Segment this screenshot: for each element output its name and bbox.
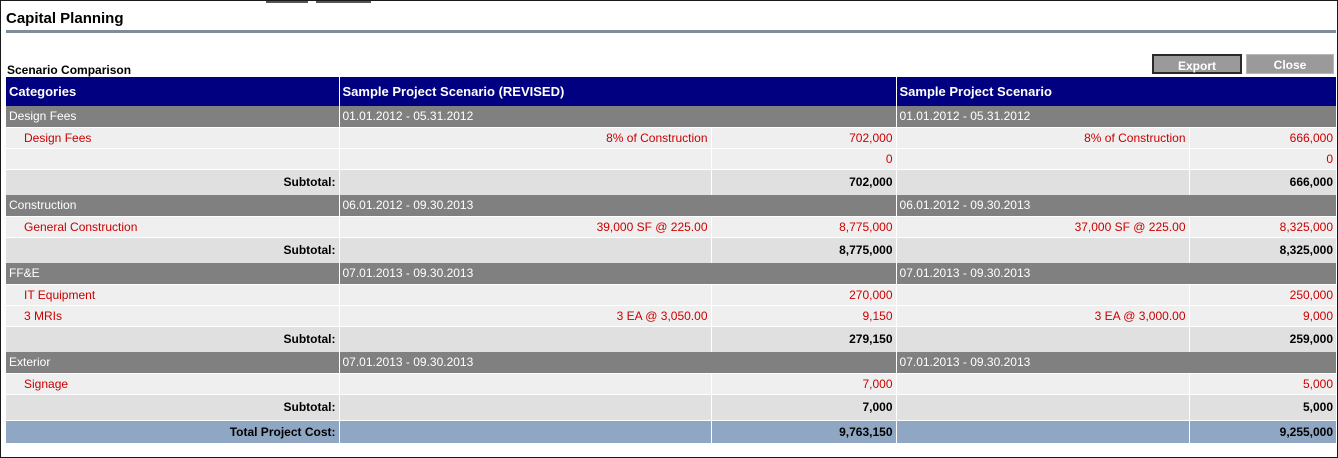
line-item-amount-scenario-revised: 0: [710, 147, 897, 169]
line-item-amount-scenario-revised: 9,150: [710, 304, 897, 326]
total-amount-scenario: 9,255,000: [1188, 419, 1337, 443]
section-title: Scenario Comparison: [7, 63, 132, 77]
subtotal-row: Subtotal: 702,000 666,000: [6, 168, 1337, 195]
category-dates-scenario: 06.01.2012 - 09.30.2013: [895, 195, 1337, 216]
table-body: Design Fees 01.01.2012 - 05.31.2012 01.01.…: [6, 106, 1337, 443]
line-item-name: IT Equipment: [6, 283, 339, 305]
line-item-basis-scenario: [895, 283, 1190, 305]
line-item-basis-scenario-revised: [338, 372, 711, 394]
subtotal-label: Subtotal:: [6, 236, 339, 263]
category-dates-scenario-revised: 07.01.2013 - 09.30.2013: [338, 263, 897, 284]
subtotal-amount-scenario-revised: 8,775,000: [710, 236, 897, 263]
total-spacer: [338, 419, 711, 443]
subtotal-amount-scenario: 666,000: [1188, 168, 1337, 195]
category-row: Exterior 07.01.2013 - 09.30.2013 07.01.201…: [6, 352, 1337, 373]
line-item-name: [6, 147, 339, 169]
subtotal-spacer: [895, 393, 1190, 420]
line-item-amount-scenario: 250,000: [1188, 283, 1337, 305]
category-dates-scenario: 01.01.2012 - 05.31.2012: [895, 106, 1337, 127]
category-dates-scenario-revised: 01.01.2012 - 05.31.2012: [338, 106, 897, 127]
line-item-basis-scenario: 3 EA @ 3,000.00: [895, 304, 1190, 326]
category-name: Design Fees: [6, 106, 339, 127]
line-item-basis-scenario-revised: 8% of Construction: [338, 126, 711, 148]
line-item-name: Design Fees: [6, 126, 339, 148]
category-name: FF&E: [6, 263, 339, 284]
line-item-basis-scenario: [895, 372, 1190, 394]
subtotal-label: Subtotal:: [6, 393, 339, 420]
category-row: FF&E 07.01.2013 - 09.30.2013 07.01.2013 - …: [6, 263, 1337, 284]
subtotal-spacer: [338, 236, 711, 263]
subtotal-spacer: [895, 325, 1190, 352]
category-name: Construction: [6, 195, 339, 216]
category-dates-scenario: 07.01.2013 - 09.30.2013: [895, 263, 1337, 284]
line-item-name: Signage: [6, 372, 339, 394]
line-item-amount-scenario-revised: 702,000: [710, 126, 897, 148]
subtotal-amount-scenario-revised: 7,000: [710, 393, 897, 420]
category-dates-scenario-revised: 06.01.2012 - 09.30.2013: [338, 195, 897, 216]
line-item-basis-scenario-revised: [338, 147, 711, 169]
column-header-scenario-revised: Sample Project Scenario (REVISED): [338, 77, 897, 106]
line-item-row: 3 MRIs 3 EA @ 3,050.00 9,150 3 EA @ 3,000.0…: [6, 304, 1337, 326]
line-item-amount-scenario-revised: 7,000: [710, 372, 897, 394]
subtotal-amount-scenario: 5,000: [1188, 393, 1337, 420]
line-item-amount-scenario: 9,000: [1188, 304, 1337, 326]
total-row: Total Project Cost: 9,763,150 9,255,000: [6, 419, 1337, 443]
column-header-scenario: Sample Project Scenario: [895, 77, 1337, 106]
line-item-amount-scenario: 5,000: [1188, 372, 1337, 394]
comparison-table: Categories Sample Project Scenario (REVI…: [6, 77, 1337, 443]
subtotal-amount-scenario: 259,000: [1188, 325, 1337, 352]
line-item-row: General Construction 39,000 SF @ 225.00 8,…: [6, 215, 1337, 237]
category-row: Design Fees 01.01.2012 - 05.31.2012 01.01.…: [6, 106, 1337, 127]
subtotal-label: Subtotal:: [6, 325, 339, 352]
subtotal-row: Subtotal: 7,000 5,000: [6, 393, 1337, 420]
line-item-row: Design Fees 8% of Construction 702,000 8% o…: [6, 126, 1337, 148]
line-item-amount-scenario: 0: [1188, 147, 1337, 169]
subtotal-amount-scenario-revised: 702,000: [710, 168, 897, 195]
table-header-row: Categories Sample Project Scenario (REVI…: [6, 77, 1337, 106]
category-row: Construction 06.01.2012 - 09.30.2013 06.01…: [6, 195, 1337, 216]
category-dates-scenario-revised: 07.01.2013 - 09.30.2013: [338, 352, 897, 373]
column-header-categories: Categories: [6, 77, 339, 106]
line-item-amount-scenario-revised: 270,000: [710, 283, 897, 305]
subtotal-label: Subtotal:: [6, 168, 339, 195]
subtotal-amount-scenario: 8,325,000: [1188, 236, 1337, 263]
subtotal-row: Subtotal: 8,775,000 8,325,000: [6, 236, 1337, 263]
line-item-name: 3 MRIs: [6, 304, 339, 326]
total-spacer: [895, 419, 1190, 443]
category-dates-scenario: 07.01.2013 - 09.30.2013: [895, 352, 1337, 373]
subtotal-spacer: [895, 168, 1190, 195]
total-amount-scenario-revised: 9,763,150: [710, 419, 897, 443]
total-label: Total Project Cost:: [6, 419, 339, 443]
line-item-basis-scenario-revised: 3 EA @ 3,050.00: [338, 304, 711, 326]
line-item-basis-scenario: 8% of Construction: [895, 126, 1190, 148]
line-item-basis-scenario: 37,000 SF @ 225.00: [895, 215, 1190, 237]
export-button[interactable]: Export: [1152, 54, 1242, 74]
title-divider: [6, 30, 1336, 33]
subtotal-spacer: [338, 325, 711, 352]
line-item-amount-scenario: 666,000: [1188, 126, 1337, 148]
line-item-amount-scenario: 8,325,000: [1188, 215, 1337, 237]
subtotal-amount-scenario-revised: 279,150: [710, 325, 897, 352]
line-item-basis-scenario: [895, 147, 1190, 169]
line-item-name: General Construction: [6, 215, 339, 237]
line-item-basis-scenario-revised: [338, 283, 711, 305]
line-item-row: Signage 7,000 5,000: [6, 372, 1337, 394]
top-tab-marker: [266, 1, 308, 3]
line-item-amount-scenario-revised: 8,775,000: [710, 215, 897, 237]
subtotal-spacer: [338, 393, 711, 420]
page-title: Capital Planning: [6, 10, 124, 27]
subtotal-row: Subtotal: 279,150 259,000: [6, 325, 1337, 352]
subtotal-spacer: [338, 168, 711, 195]
close-button[interactable]: Close: [1246, 54, 1334, 74]
top-tab-marker: [316, 1, 371, 3]
line-item-row: IT Equipment 270,000 250,000: [6, 283, 1337, 305]
subtotal-spacer: [895, 236, 1190, 263]
category-name: Exterior: [6, 352, 339, 373]
line-item-basis-scenario-revised: 39,000 SF @ 225.00: [338, 215, 711, 237]
